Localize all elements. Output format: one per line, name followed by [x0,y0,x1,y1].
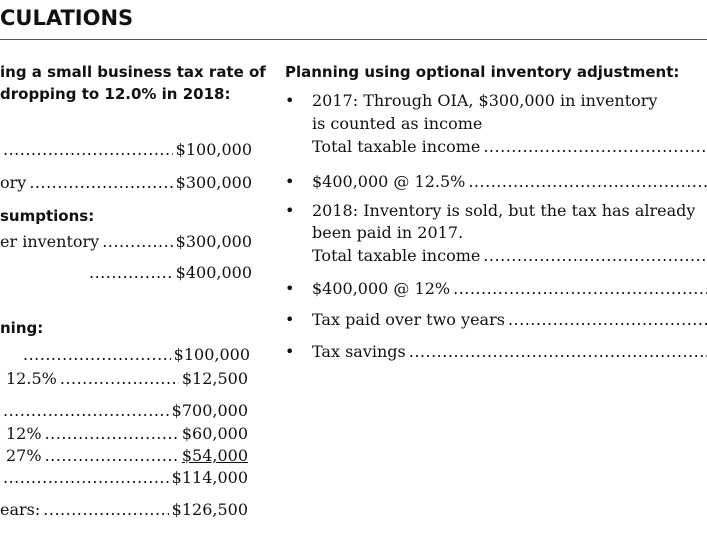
row-label: 27% [6,446,42,465]
tax-savings-row: Tax savings [312,342,707,362]
row-value: $12,500 [181,369,248,388]
leader-dots [468,172,707,192]
oia-2017-total-row: Total taxable income [312,137,707,157]
row-value: $300,000 [175,173,252,192]
leader-dots [3,140,173,160]
left-row-planning-4: 12% $60,000 [6,424,248,444]
tax-2018-row: $400,000 @ 12% [312,279,707,299]
left-row-planning-6: $114,000 [0,468,248,488]
row-label: Total taxable income [312,137,481,156]
row-value: $126,500 [171,500,248,519]
leader-dots [45,446,179,466]
left-row-two-years: ears: $126,500 [0,500,248,520]
leader-dots [102,232,172,252]
right-heading: Planning using optional inventory adjust… [285,63,680,81]
row-label: ory [0,173,27,192]
left-row-planning-3: $700,000 [0,401,248,421]
row-label: ears: [0,500,41,519]
bullet-icon: • [285,279,295,298]
bullet-icon: • [285,201,295,220]
oia-2018-line-1: 2018: Inventory is sold, but the tax has… [312,201,696,220]
row-value: $54,000 [181,446,248,465]
leader-dots [3,401,169,421]
left-row-planning-5: 27% $54,000 [6,446,248,466]
row-label: Total taxable income [312,246,481,265]
row-value: $400,000 [175,263,252,282]
row-label: 12% [6,424,42,443]
row-value: $114,000 [171,468,248,487]
leader-dots [60,369,179,389]
leader-dots [89,263,173,283]
row-label: 12.5% [6,369,57,388]
tax-two-years-row: Tax paid over two years [312,310,707,330]
row-label: Tax savings [312,342,406,361]
left-row-other-inventory: er inventory $300,000 [0,232,252,252]
left-heading-assumptions: sumptions: [0,207,95,225]
row-value: $100,000 [173,345,250,364]
bullet-icon: • [285,172,295,191]
row-label: er inventory [0,232,100,251]
leader-dots [483,137,707,157]
leader-dots [23,345,171,365]
left-heading-planning: ning: [0,319,44,337]
left-heading-line-2: dropping to 12.0% in 2018: [0,85,231,103]
row-value: $100,000 [175,140,252,159]
row-value: $60,000 [181,424,248,443]
bullet-icon: • [285,310,295,329]
oia-2018-line-2: been paid in 2017. [312,223,464,242]
leader-dots [29,173,172,193]
left-row-total: $400,000 [0,263,252,283]
left-row-planning-1: $100,000 [0,345,250,365]
row-label: Tax paid over two years [312,310,505,329]
leader-dots [508,310,707,330]
row-label: $400,000 @ 12.5% [312,172,466,191]
bullet-icon: • [285,342,295,361]
oia-2017-line-1: 2017: Through OIA, $300,000 in inventory [312,91,658,110]
row-value: $300,000 [175,232,252,251]
oia-2018-total-row: Total taxable income [312,246,707,266]
left-heading-line-1: ing a small business tax rate of [0,63,266,81]
leader-dots [483,246,707,266]
left-row-income: $100,000 [0,140,252,160]
row-label: $400,000 @ 12% [312,279,451,298]
tax-2017-row: $400,000 @ 12.5% [312,172,707,192]
leader-dots [409,342,707,362]
bullet-icon: • [285,91,295,110]
leader-dots [45,424,179,444]
left-row-inventory: ory $300,000 [0,173,252,193]
oia-2017-line-2: is counted as income [312,114,483,133]
row-value: $700,000 [171,401,248,420]
left-row-planning-2: 12.5% $12,500 [6,369,248,389]
title-rule [0,39,707,40]
leader-dots [43,500,168,520]
leader-dots [3,468,169,488]
page-title: CULATIONS [0,6,134,30]
leader-dots [453,279,707,299]
